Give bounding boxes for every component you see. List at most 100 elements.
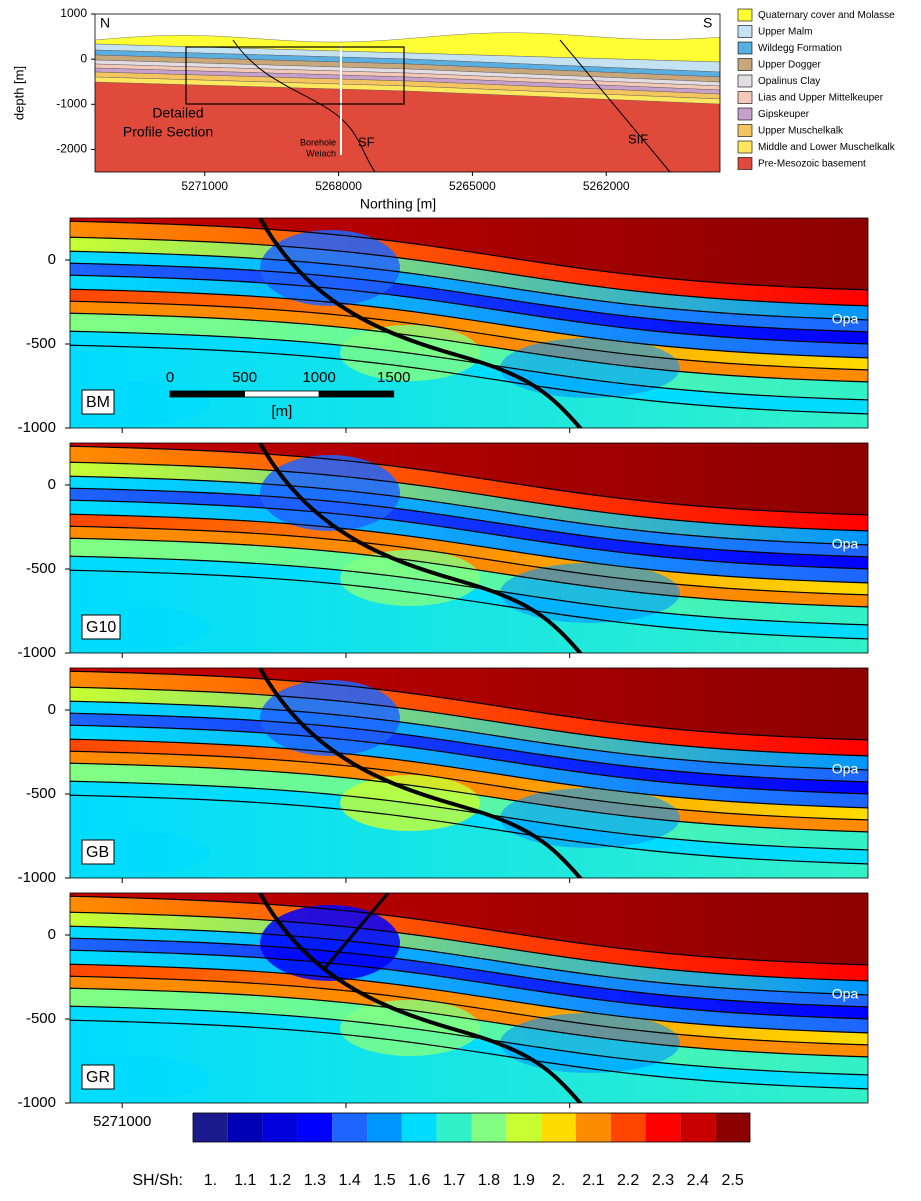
horizon-line [70, 975, 868, 1046]
scale-bar-label: 0 [166, 369, 174, 386]
horizon-line [70, 925, 868, 996]
horizon-line [70, 750, 868, 821]
colorbar-swatch [227, 1113, 263, 1142]
layer-label: Opa [832, 536, 859, 552]
fault-line [258, 668, 583, 878]
colorbar-label: 2.4 [687, 1172, 709, 1189]
legend-swatch [737, 58, 753, 71]
legend-swatch [737, 8, 753, 22]
horizon-line [70, 236, 868, 307]
horizon-line [70, 987, 868, 1058]
fault-label: SF [358, 134, 375, 149]
contour-field [70, 218, 868, 428]
contour-patch [70, 1056, 210, 1100]
fault-line [258, 218, 583, 428]
colorbar-label: 1.8 [478, 1172, 500, 1189]
colorbar-label: 2. [552, 1172, 565, 1189]
panel-frame [69, 892, 869, 1104]
colorbar-swatch [506, 1113, 542, 1142]
colorbar-swatch [262, 1113, 298, 1142]
legend-label: Upper Dogger [758, 60, 821, 71]
legend-swatch [737, 157, 753, 170]
contour-band [70, 926, 868, 1007]
y-tick-label: -1000 [18, 419, 56, 436]
legend-label: Gipskeuper [758, 109, 810, 120]
horizon-line [70, 344, 868, 415]
legend-label: Wildegg Formation [758, 43, 842, 54]
colorbar-label: 2.3 [652, 1172, 674, 1189]
panel-label-box [81, 389, 115, 415]
contour-band [70, 488, 868, 569]
legend-label: Lias and Upper Mittelkeuper [758, 93, 884, 104]
y-tick-label: -500 [26, 560, 56, 577]
y-tick-label: -1000 [18, 644, 56, 661]
panel-label: GB [86, 844, 109, 861]
horizon-line [70, 537, 868, 608]
scale-bar-label: 500 [232, 369, 257, 386]
horizon-line [70, 445, 868, 516]
legend-label: Upper Malm [758, 27, 812, 38]
colorbar-swatch [575, 1113, 611, 1142]
colorbar-label: 1.7 [443, 1172, 465, 1189]
y-tick-label: 1000 [60, 6, 87, 20]
colorbar-label: 1.1 [234, 1172, 256, 1189]
contour-field [70, 668, 868, 878]
contour-patch [500, 788, 680, 848]
panel-frame [69, 442, 869, 654]
legend-label: Upper Muschelkalk [758, 126, 844, 137]
y-tick-label: -2000 [56, 142, 87, 156]
scale-bar-label: 1500 [377, 369, 410, 386]
scale-bar-segment [169, 390, 245, 398]
contour-band [70, 275, 868, 358]
contour-band [70, 964, 868, 1045]
colorbar-swatch [610, 1113, 646, 1142]
horizon-line [70, 700, 868, 771]
contour-band [70, 701, 868, 782]
colorbar-label: 1.4 [339, 1172, 361, 1189]
contour-band [70, 1020, 868, 1103]
box-label: Detailed [152, 105, 203, 121]
contour-band [70, 795, 868, 878]
horizon-line [70, 569, 868, 640]
scale-bar-segment [244, 390, 320, 398]
x-tick-label: 5265000 [449, 179, 496, 193]
colorbar-swatch [367, 1113, 402, 1142]
contour-band [70, 345, 868, 428]
horizon-line [70, 250, 868, 321]
colorbar-label: 1.6 [408, 1172, 430, 1189]
contour-band [70, 896, 868, 981]
y-tick-label: -500 [26, 785, 56, 802]
horizon-line [70, 312, 868, 383]
colorbar-frame [192, 1112, 751, 1143]
horizon-line [70, 525, 868, 596]
legend-label: Pre-Mesozoic basement [758, 159, 866, 170]
panel-label-box [81, 839, 115, 865]
contour-band [70, 781, 868, 864]
horizon-line [70, 288, 868, 359]
horizon-line [70, 762, 868, 833]
y-tick-label: -1000 [18, 869, 56, 886]
legend-swatch [737, 91, 753, 104]
colorbar-swatch [471, 1113, 507, 1142]
contour-patch [260, 680, 400, 756]
south-label: S [703, 15, 712, 31]
colorbar-swatch [401, 1113, 437, 1142]
colorbar-label: 1. [204, 1172, 217, 1189]
horizon-line [70, 262, 868, 333]
horizon-line [70, 686, 868, 757]
legend-label: Quaternary cover and Molasse [758, 10, 895, 21]
stress-panel: Opa BM 0 -500 -1000 0 500 1000 1500 [m] [18, 217, 869, 436]
horizon-line [70, 1019, 868, 1090]
stress-panel: Opa GB 0 -500 -1000 [18, 667, 869, 886]
scale-bar-label: 1000 [302, 369, 335, 386]
horizon-line [70, 911, 868, 982]
panel-label-box [81, 614, 121, 640]
colorbar-swatch [715, 1113, 750, 1142]
contour-band [70, 950, 868, 1033]
contour-band [70, 500, 868, 583]
colorbar-title: SH/Sh: [132, 1172, 183, 1189]
contour-field [70, 893, 868, 1103]
contour-band [70, 668, 868, 740]
x-tick-label: 5271000 [93, 1113, 151, 1130]
y-tick-label: -500 [26, 1010, 56, 1027]
